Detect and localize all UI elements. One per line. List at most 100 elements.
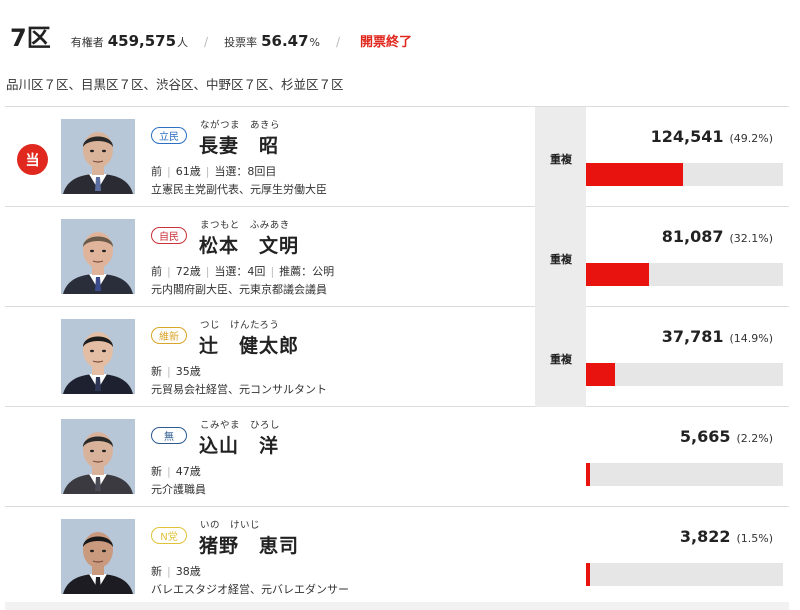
party-badge: 無 — [151, 427, 187, 444]
duplicate-candidacy-label: 重複 — [550, 253, 572, 266]
candidate-career: 元介護職員 — [151, 483, 206, 496]
vote-percent: (49.2%) — [729, 132, 773, 145]
candidate-career: バレエスタジオ経営、元バレエダンサー — [151, 583, 349, 596]
count-status: 開票終了 — [360, 35, 413, 50]
vote-count: 81,087 (32.1%) — [662, 227, 773, 246]
party-badge: 自民 — [151, 227, 187, 244]
incumbency-status: 新 — [151, 565, 162, 578]
vote-count: 5,665 (2.2%) — [680, 427, 773, 446]
incumbency-status: 前 — [151, 265, 162, 278]
candidate-row: 自民 まつもと ふみあき松本 文明前 | 72歳 | 当選：4回 | 推薦：公明元内閣府副大臣… — [5, 207, 789, 307]
vote-share-fill — [586, 563, 590, 586]
vote-share-fill — [586, 363, 615, 386]
info-divider: | — [205, 164, 210, 178]
candidate-row: N党 いの けいじ猪野 恵司新 | 38歳バレエスタジオ経営、元バレエダンサー 3,8… — [5, 507, 789, 607]
info-divider: | — [167, 264, 171, 278]
info-divider: | — [270, 264, 275, 278]
vote-share-bar — [586, 163, 783, 186]
duplicate-column — [535, 207, 586, 307]
vote-total: 5,665 — [679, 427, 731, 446]
vote-share-bar — [586, 363, 783, 386]
duplicate-column — [535, 107, 586, 207]
electorate-unit: 人 — [177, 36, 189, 49]
candidate-age: 35歳 — [175, 365, 201, 378]
vote-share-fill — [586, 263, 649, 286]
incumbency-status: 前 — [151, 165, 162, 178]
turnout-label: 投票率 — [224, 36, 258, 49]
info-divider: | — [167, 564, 171, 578]
candidate-age: 38歳 — [175, 565, 201, 578]
vote-share-bar — [586, 263, 783, 286]
candidate-photo — [61, 319, 135, 394]
vote-percent: (32.1%) — [729, 232, 773, 245]
electorate-value: 459,575 — [107, 32, 177, 50]
vote-count: 124,541 (49.2%) — [651, 127, 773, 146]
vote-percent: (2.2%) — [736, 432, 773, 445]
info-divider: | — [167, 364, 171, 378]
candidate-table: 当 立民 ながつま あきら長妻 昭前 | 61歳 | 当選：8回目立憲民主党副代表、元厚生… — [5, 106, 789, 607]
header-separator: / — [204, 35, 209, 49]
header-separator: / — [335, 35, 341, 49]
vote-total: 3,822 — [679, 527, 731, 546]
info-divider: | — [167, 164, 171, 178]
incumbency-status: 新 — [151, 365, 162, 378]
candidate-photo — [61, 419, 135, 494]
vote-count: 37,781 (14.9%) — [662, 327, 773, 346]
district-areas: 品川区７区、目黒区７区、渋谷区、中野区７区、杉並区７区 — [6, 77, 344, 92]
candidate-photo — [61, 119, 135, 194]
incumbency-status: 新 — [151, 465, 162, 478]
candidate-info: 新 | 47歳 — [151, 463, 201, 479]
table-footer-divider — [5, 602, 789, 610]
candidate-name: 長妻 昭 — [199, 135, 280, 157]
info-divider: | — [167, 464, 171, 478]
turnout-unit: % — [309, 36, 320, 49]
candidate-career: 元貿易会社経営、元コンサルタント — [151, 383, 327, 396]
duplicate-candidacy-label: 重複 — [550, 353, 572, 366]
candidate-name-kana: こみやま ひろし — [200, 420, 281, 431]
winner-badge: 当 — [17, 144, 48, 175]
vote-share-bar — [586, 563, 783, 586]
candidate-photo — [61, 219, 135, 294]
turnout-value: 56.47 — [261, 32, 309, 50]
party-badge: N党 — [151, 527, 187, 544]
candidate-name-kana: まつもと ふみあき — [200, 220, 290, 231]
vote-percent: (1.5%) — [736, 532, 773, 545]
vote-share-fill — [586, 163, 683, 186]
endorsement: 推薦：公明 — [279, 265, 335, 278]
candidate-row: 維新 つじ けんたろう辻 健太郎新 | 35歳 元貿易会社経営、元コンサルタント 重複 3… — [5, 307, 789, 407]
vote-total: 81,087 — [661, 227, 724, 246]
times-elected: 当選：4回 — [214, 265, 266, 278]
candidate-name: 辻 健太郎 — [199, 335, 300, 357]
party-badge: 立民 — [151, 127, 187, 144]
candidate-photo — [61, 519, 135, 594]
vote-share-bar — [586, 463, 783, 486]
results-header: 7区 有権者 459,575 人 / 投票率 56.47 % / 開票終了 — [0, 0, 800, 60]
candidate-row: 無 こみやま ひろし込山 洋新 | 47歳元介護職員 5,665 (2.2%) — [5, 407, 789, 507]
district-title: 7区 — [10, 24, 51, 52]
candidate-age: 72歳 — [175, 265, 201, 278]
info-divider: | — [205, 264, 210, 278]
candidate-career: 立憲民主党副代表、元厚生労働大臣 — [151, 183, 327, 196]
vote-total: 37,781 — [661, 327, 724, 346]
electorate-label: 有権者 — [70, 36, 104, 49]
duplicate-candidacy-label: 重複 — [550, 153, 572, 166]
times-elected: 当選：8回目 — [214, 165, 277, 178]
candidate-name: 松本 文明 — [199, 235, 300, 257]
vote-share-fill — [586, 463, 590, 486]
candidate-career: 元内閣府副大臣、元東京都議会議員 — [151, 283, 327, 296]
candidate-name: 込山 洋 — [199, 435, 280, 457]
vote-count: 3,822 (1.5%) — [680, 527, 773, 546]
candidate-name: 猪野 恵司 — [199, 535, 300, 557]
candidate-info: 前 | 72歳 | 当選：4回 | 推薦：公明 — [151, 263, 334, 279]
candidate-row: 当 立民 ながつま あきら長妻 昭前 | 61歳 | 当選：8回目立憲民主党副代表、元厚生… — [5, 107, 789, 207]
vote-total: 124,541 — [650, 127, 724, 146]
candidate-name-kana: いの けいじ — [200, 520, 261, 531]
candidate-info: 新 | 35歳 — [151, 363, 201, 379]
candidate-age: 47歳 — [175, 465, 201, 478]
candidate-name-kana: つじ けんたろう — [200, 320, 280, 331]
candidate-info: 新 | 38歳 — [151, 563, 201, 579]
candidate-name-kana: ながつま あきら — [200, 120, 281, 131]
candidate-info: 前 | 61歳 | 当選：8回目 — [151, 163, 276, 179]
candidate-age: 61歳 — [175, 165, 201, 178]
duplicate-column — [535, 307, 586, 407]
